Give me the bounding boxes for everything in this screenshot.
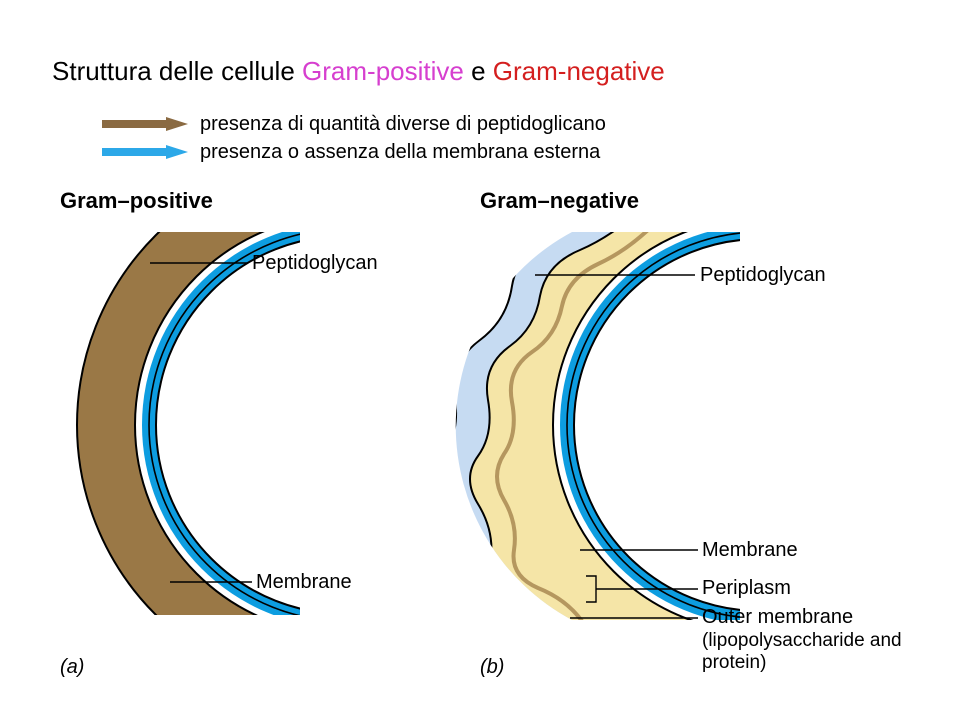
legend-text-membrane: presenza o assenza della membrana estern… xyxy=(200,138,600,166)
panel-a-label-membrane: Membrane xyxy=(256,571,352,594)
panel-b-letter: (b) xyxy=(480,656,504,679)
title-gram-positive: Gram-positive xyxy=(302,56,464,86)
panel-a-letter: (a) xyxy=(60,656,84,679)
legend-arrow-membrane-icon xyxy=(100,141,190,163)
title-conj: e xyxy=(464,56,493,86)
panel-b-label-peptidoglycan: Peptidoglycan xyxy=(700,264,826,287)
legend-text-peptidoglycan: presenza di quantità diverse di peptidog… xyxy=(200,110,606,138)
title-gram-negative: Gram-negative xyxy=(493,56,665,86)
panel-b-label-outer-membrane: Outer membrane xyxy=(702,606,853,629)
panel-b-label-outer-membrane-sub: (lipopolysaccharide and protein) xyxy=(702,630,920,674)
panel-a-diagram xyxy=(40,220,460,660)
title-prefix: Struttura delle cellule xyxy=(52,56,302,86)
legend-arrow-peptidoglycan-icon xyxy=(100,113,190,135)
legend-row-peptidoglycan: presenza di quantità diverse di peptidog… xyxy=(100,110,606,138)
legend-row-membrane: presenza o assenza della membrana estern… xyxy=(100,138,606,166)
figure-area: Gram–positive Gram–negative Peptidoglyca… xyxy=(40,180,920,690)
panel-b-label-membrane: Membrane xyxy=(702,539,798,562)
legend: presenza di quantità diverse di peptidog… xyxy=(100,110,606,166)
panel-b-diagram xyxy=(440,220,900,660)
panel-b-label-periplasm: Periplasm xyxy=(702,577,791,600)
panel-b-heading: Gram–negative xyxy=(480,188,639,214)
panel-a-label-peptidoglycan: Peptidoglycan xyxy=(252,252,378,275)
page-title: Struttura delle cellule Gram-positive e … xyxy=(52,56,665,87)
panel-a-heading: Gram–positive xyxy=(60,188,213,214)
